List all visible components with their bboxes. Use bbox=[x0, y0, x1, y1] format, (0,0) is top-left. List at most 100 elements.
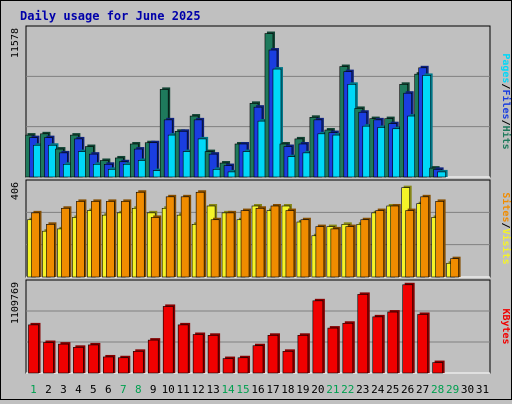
bottom-bar-kbytes-28-face bbox=[432, 362, 443, 374]
middle-bar-sites-11-face bbox=[180, 196, 190, 278]
middle-bar-sites-16 bbox=[255, 206, 266, 278]
bottom-ymax-label: 1109769 bbox=[10, 282, 21, 324]
bottom-bar-kbytes-8-face bbox=[132, 351, 144, 374]
x-tick-label-10: 10 bbox=[162, 383, 175, 396]
bottom-bar-kbytes-17 bbox=[267, 333, 280, 374]
middle-bar-sites-24 bbox=[375, 208, 386, 278]
chart-title: Daily usage for June 2025 bbox=[20, 9, 201, 23]
x-tick-label-7: 7 bbox=[120, 383, 127, 396]
bottom-bar-kbytes-16-face bbox=[252, 345, 264, 374]
middle-bar-sites-7-face bbox=[120, 201, 130, 278]
top-bar-pages-28-face bbox=[437, 171, 446, 178]
bottom-bar-kbytes-19-face bbox=[297, 335, 309, 374]
bottom-bar-kbytes-12-face bbox=[192, 334, 204, 374]
bottom-bar-kbytes-22 bbox=[342, 321, 355, 374]
bottom-bar-kbytes-2-face bbox=[43, 342, 54, 374]
bottom-bar-kbytes-18 bbox=[282, 349, 295, 374]
bottom-bar-kbytes-3 bbox=[58, 342, 71, 374]
middle-bar-sites-22-face bbox=[345, 226, 355, 278]
middle-bar-sites-29 bbox=[450, 256, 461, 278]
middle-bar-sites-12-face bbox=[195, 191, 205, 278]
legend-entry-sites: Sites bbox=[500, 192, 512, 222]
middle-bar-sites-13 bbox=[210, 217, 222, 278]
middle-bar-sites-7 bbox=[120, 199, 132, 278]
legend-entry-files: Files bbox=[500, 89, 512, 119]
bottom-bar-kbytes-21-face bbox=[327, 327, 339, 374]
top-bar-pages-27-face bbox=[422, 75, 431, 178]
bottom-bar-kbytes-9 bbox=[147, 338, 161, 374]
bottom-bar-kbytes-14 bbox=[222, 356, 236, 374]
bottom-bar-kbytes-16 bbox=[252, 343, 265, 374]
middle-bar-sites-16-face bbox=[255, 207, 265, 278]
middle-bar-sites-23 bbox=[360, 217, 371, 278]
x-tick-label-13: 13 bbox=[206, 383, 219, 396]
bottom-bar-kbytes-8 bbox=[132, 349, 146, 374]
middle-bar-sites-17-face bbox=[270, 205, 280, 278]
middle-bar-sites-4-face bbox=[76, 201, 85, 278]
middle-legend: Sites/Visits bbox=[500, 192, 512, 264]
bottom-bar-kbytes-23-face bbox=[357, 294, 369, 374]
middle-bar-sites-22 bbox=[345, 224, 356, 278]
middle-bar-sites-1 bbox=[31, 210, 42, 278]
bottom-bar-kbytes-6 bbox=[103, 354, 116, 374]
legend-entry-hits: Hits bbox=[500, 126, 512, 150]
legend-entry-visits: Visits bbox=[500, 229, 512, 265]
x-tick-label-24: 24 bbox=[371, 383, 385, 396]
x-tick-label-2: 2 bbox=[45, 383, 52, 396]
middle-bar-sites-8 bbox=[135, 190, 147, 278]
middle-bar-sites-27-face bbox=[420, 196, 429, 278]
bottom-bar-kbytes-14-face bbox=[222, 358, 234, 374]
bottom-bar-kbytes-9-face bbox=[147, 339, 159, 374]
middle-bar-sites-5-face bbox=[91, 201, 100, 278]
x-tick-label-6: 6 bbox=[105, 383, 112, 396]
bottom-bar-kbytes-18-face bbox=[282, 351, 294, 374]
bottom-bar-kbytes-24-face bbox=[372, 316, 384, 374]
bottom-bar-kbytes-6-face bbox=[103, 356, 114, 374]
bottom-bar-kbytes-10 bbox=[162, 304, 176, 374]
bottom-bar-kbytes-27-face bbox=[417, 314, 428, 374]
bottom-bar-kbytes-27 bbox=[417, 312, 430, 374]
middle-bar-sites-9 bbox=[150, 215, 162, 278]
x-tick-label-30: 30 bbox=[461, 383, 474, 396]
middle-bar-sites-20 bbox=[315, 224, 326, 278]
middle-bar-sites-15 bbox=[240, 208, 252, 278]
bottom-bar-kbytes-4-face bbox=[73, 347, 84, 374]
middle-bar-sites-11 bbox=[180, 194, 192, 278]
bottom-bar-kbytes-13-face bbox=[207, 335, 219, 374]
top-bar-pages-28 bbox=[437, 169, 448, 178]
top-bar-pages-17-face bbox=[272, 68, 282, 178]
middle-bar-sites-19 bbox=[300, 217, 311, 278]
middle-bar-sites-2-face bbox=[46, 224, 55, 278]
bottom-bar-kbytes-17-face bbox=[267, 335, 279, 374]
middle-bar-sites-2 bbox=[46, 222, 57, 278]
bottom-bar-kbytes-23 bbox=[357, 292, 370, 374]
middle-bar-sites-28 bbox=[435, 199, 446, 278]
middle-bar-sites-25 bbox=[390, 203, 401, 278]
middle-bar-sites-12 bbox=[195, 190, 207, 278]
bottom-bar-kbytes-7 bbox=[117, 355, 131, 374]
middle-bar-sites-17 bbox=[270, 203, 281, 278]
x-tick-label-29: 29 bbox=[446, 383, 459, 396]
x-tick-label-3: 3 bbox=[60, 383, 67, 396]
bottom-bar-kbytes-1 bbox=[28, 322, 41, 374]
x-tick-label-23: 23 bbox=[356, 383, 369, 396]
x-tick-label-26: 26 bbox=[401, 383, 414, 396]
middle-bar-sites-23-face bbox=[360, 219, 370, 278]
bottom-bar-kbytes-26 bbox=[402, 282, 415, 374]
middle-bar-sites-25-face bbox=[390, 205, 400, 278]
bottom-bar-kbytes-22-face bbox=[342, 322, 354, 374]
x-tick-label-19: 19 bbox=[296, 383, 309, 396]
x-tick-label-12: 12 bbox=[192, 383, 205, 396]
bottom-bar-kbytes-28 bbox=[432, 360, 445, 374]
middle-bar-sites-3-face bbox=[61, 207, 70, 278]
middle-bar-sites-9-face bbox=[150, 217, 160, 278]
middle-bar-sites-28-face bbox=[435, 201, 444, 278]
legend-separator: / bbox=[500, 222, 511, 228]
middle-bar-sites-1-face bbox=[31, 212, 40, 278]
top-bar-pages-17 bbox=[272, 67, 283, 178]
x-tick-label-31: 31 bbox=[476, 383, 489, 396]
x-tick-label-17: 17 bbox=[266, 383, 279, 396]
middle-bar-sites-21-face bbox=[330, 228, 340, 278]
bottom-bar-kbytes-25-face bbox=[387, 311, 399, 374]
middle-bar-sites-3 bbox=[61, 206, 72, 278]
